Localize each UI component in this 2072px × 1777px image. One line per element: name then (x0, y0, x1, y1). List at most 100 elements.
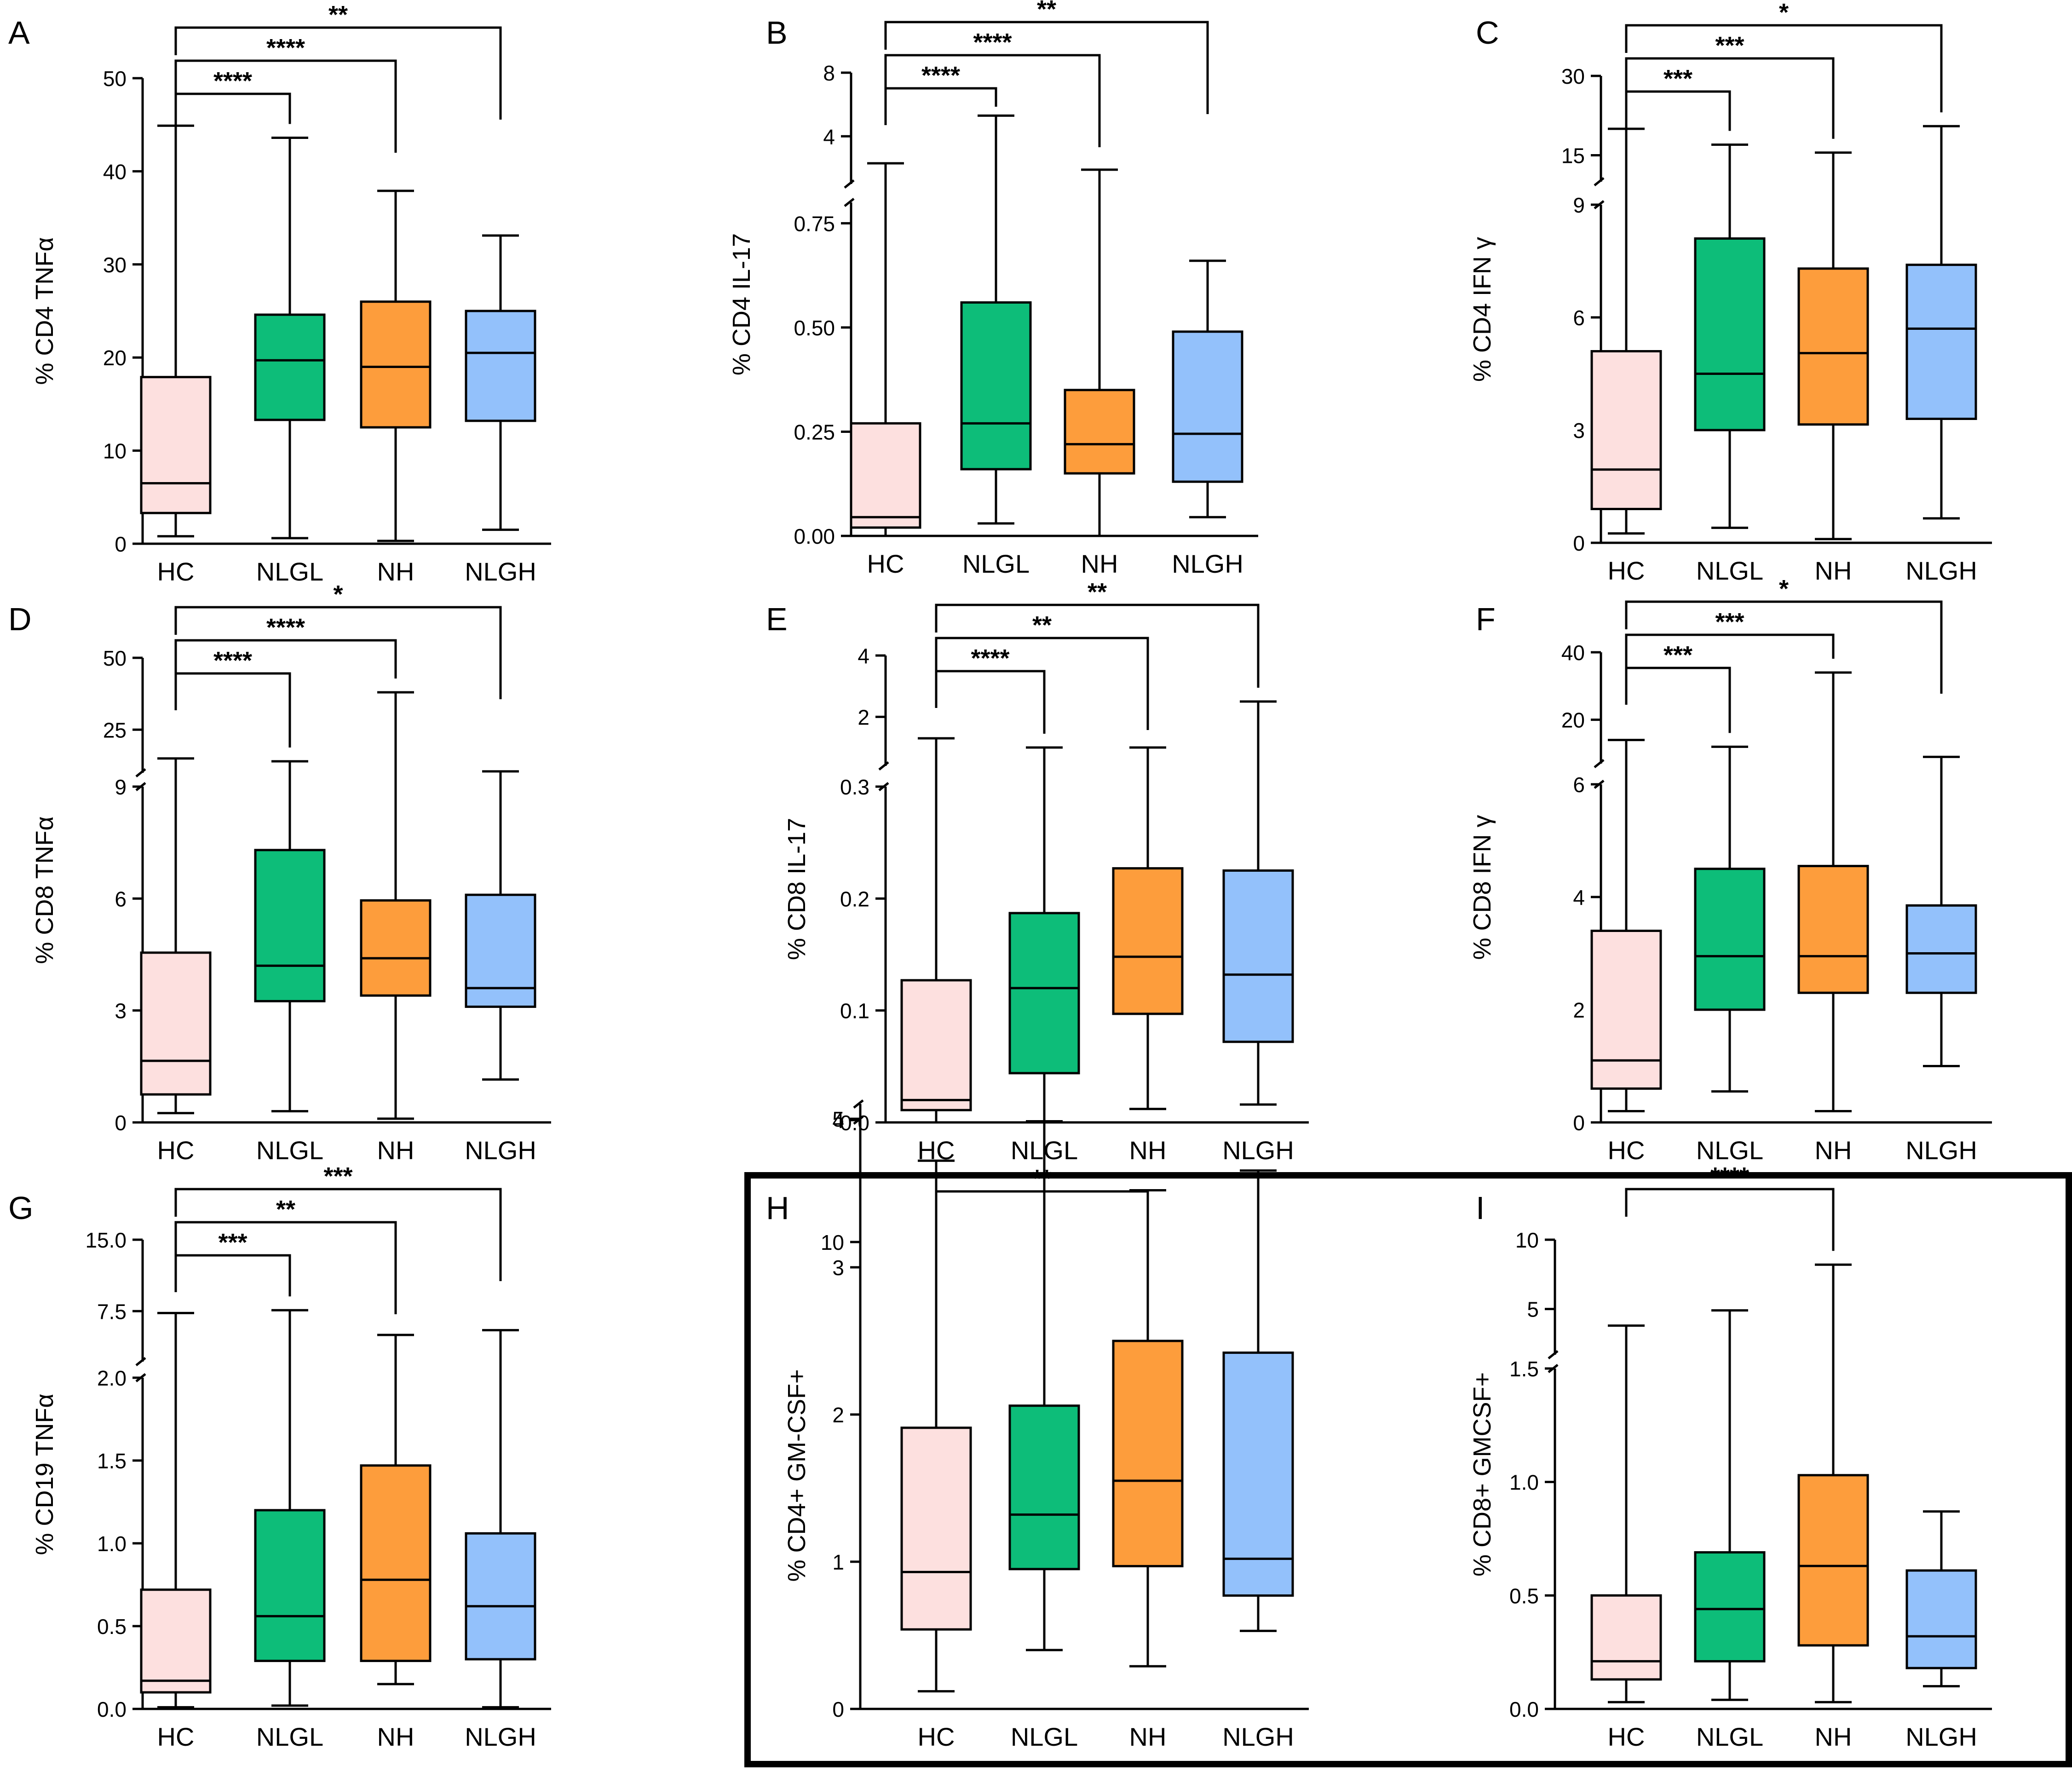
box-iqr (1590, 1594, 1662, 1681)
y-tick-label: 0.0 (97, 1697, 127, 1721)
bracket-line (1625, 90, 1731, 131)
panel-letter: E (766, 601, 788, 637)
significance-bracket: ** (935, 1165, 1149, 1219)
panel-letter: I (1476, 1190, 1485, 1226)
axis-break-mark (135, 782, 146, 791)
y-tick-label: 10 (103, 439, 127, 463)
bracket-line (174, 1254, 291, 1297)
y-tick-label: 2.0 (97, 1366, 127, 1390)
significance-bracket: ** (174, 1, 502, 120)
axis-break-mark (135, 1373, 146, 1382)
box-iqr (254, 849, 326, 1002)
panel-H: H 0 1 2 3 45 10 % CD4+ GM-CSF+ HC NLGL NH NLGH ** (766, 1099, 1309, 1751)
panel-B: B 0.00 0.25 0.50 0.75 4 8 % CD4 IL-17 HC NLGL NH NL… (728, 0, 1258, 578)
y-tick-label: 15 (1561, 144, 1585, 168)
x-tick-label: NLGH (465, 1722, 536, 1751)
significance-stars: * (333, 581, 343, 608)
bracket-line (884, 87, 997, 125)
significance-stars: ** (1032, 611, 1052, 639)
panel-letter: A (8, 15, 30, 51)
box-iqr (465, 1532, 536, 1661)
y-tick-label: 8 (823, 61, 835, 85)
axis-break-mark (878, 761, 889, 771)
panel-letter: C (1476, 15, 1499, 51)
bracket-line (174, 672, 291, 748)
axis-break-mark (1548, 1364, 1559, 1373)
box-NH (1797, 671, 1869, 1112)
significance-stars: *** (1663, 65, 1692, 92)
x-tick-label: HC (918, 1722, 955, 1751)
box-iqr (1694, 1551, 1766, 1662)
y-tick-label: 0.1 (840, 999, 869, 1023)
box-HC (1590, 1324, 1662, 1703)
x-tick-label: NLGL (1696, 1136, 1763, 1165)
box-iqr (1797, 1474, 1869, 1647)
significance-bracket: ** (884, 0, 1209, 114)
x-tick-label: NLGH (1172, 549, 1243, 578)
box-NH (360, 691, 432, 1120)
box-iqr (900, 1426, 972, 1631)
box-iqr (465, 893, 536, 1008)
box-iqr (1905, 264, 1977, 420)
bracket-line (174, 606, 502, 699)
panel-letter: H (766, 1190, 789, 1226)
x-tick-label: NH (377, 557, 414, 586)
axis-break-mark (1594, 200, 1605, 209)
x-tick-label: NLGL (256, 1136, 323, 1165)
box-iqr (1590, 930, 1662, 1090)
box-iqr (1590, 350, 1662, 510)
y-axis-label: % CD8+ GMCSF+ (1468, 1372, 1496, 1576)
significance-bracket: **** (1625, 1162, 1835, 1251)
y-tick-label: 3 (832, 1256, 844, 1280)
box-HC (900, 1159, 972, 1693)
significance-bracket: *** (1625, 641, 1731, 733)
significance-stars: **** (213, 647, 252, 674)
bracket-line (884, 54, 1101, 147)
significance-stars: ** (1032, 1165, 1052, 1192)
significance-bracket: *** (174, 1162, 502, 1281)
y-tick-label: 10 (1515, 1228, 1539, 1252)
box-NLGL (254, 760, 326, 1113)
y-tick-label: 9 (1573, 193, 1585, 217)
panel-I: I 0.0 0.5 1.0 1.5 5 10 % CD8+ GMCSF+ HC NLGL NH NLG… (1468, 1162, 1992, 1751)
highlight-frame-h-i (744, 1172, 2072, 1767)
panel-G: G 0.0 0.5 1.0 1.5 2.0 7.5 15.0 % CD19 TNFα HC NLGL… (8, 1162, 551, 1751)
bracket-line (1625, 633, 1835, 667)
y-tick-label: 15.0 (85, 1228, 127, 1252)
x-tick-label: NLGH (1222, 1136, 1294, 1165)
box-NLGH (1905, 755, 1977, 1067)
x-tick-label: NH (377, 1136, 414, 1165)
significance-bracket: ** (935, 578, 1260, 688)
significance-stars: **** (266, 614, 305, 641)
box-iqr (1112, 867, 1184, 1015)
box-iqr (1222, 869, 1294, 1043)
x-tick-label: HC (157, 1136, 195, 1165)
y-tick-label: 50 (103, 67, 127, 91)
box-iqr (1694, 868, 1766, 1011)
axis-break-mark (135, 768, 146, 777)
y-tick-label: 4 (858, 644, 869, 668)
y-tick-label: 0 (115, 1111, 127, 1135)
y-axis-label: % CD19 TNFα (31, 1393, 58, 1555)
box-NLGL (254, 1309, 326, 1707)
significance-bracket: * (1625, 575, 1943, 694)
box-iqr (850, 422, 921, 529)
box-NLGH (465, 1329, 536, 1708)
y-axis-label: % CD8 IFN γ (1468, 815, 1496, 960)
y-tick-label: 0.75 (794, 212, 835, 236)
significance-stars: **** (973, 29, 1012, 56)
box-NLGH (1222, 700, 1294, 1106)
y-tick-label: 1.0 (97, 1532, 127, 1556)
x-tick-label: NLGL (256, 1722, 323, 1751)
box-NH (360, 190, 432, 542)
x-tick-label: NH (1815, 1722, 1852, 1751)
box-iqr (1008, 1404, 1080, 1570)
y-axis-label: % CD4 TNFα (31, 237, 58, 385)
significance-bracket: ** (935, 611, 1149, 730)
x-tick-label: NH (1129, 1136, 1167, 1165)
bracket-line (884, 21, 1209, 114)
x-tick-label: NH (1815, 556, 1852, 585)
